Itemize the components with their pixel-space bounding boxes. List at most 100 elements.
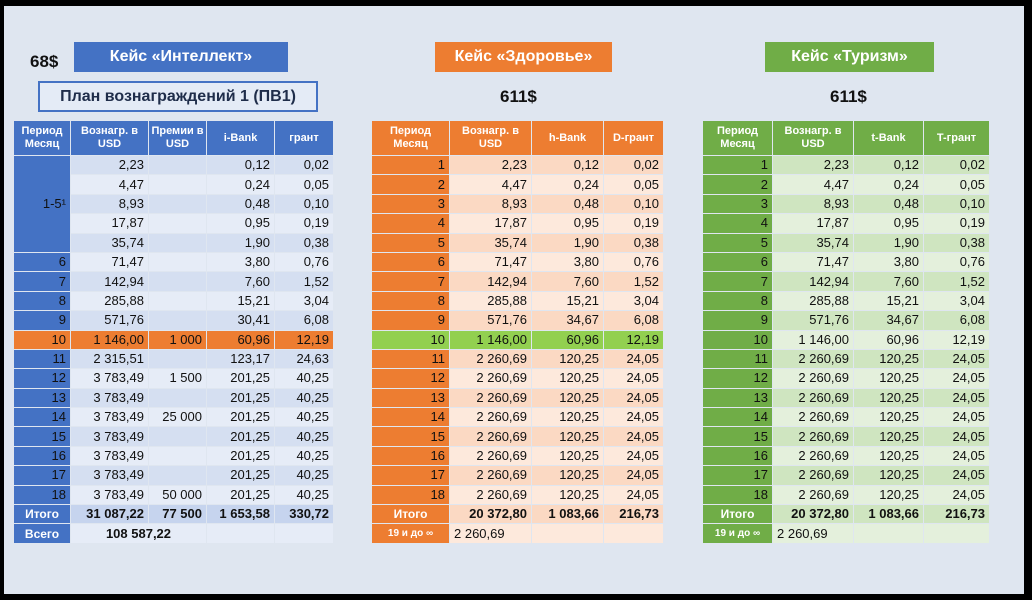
data-row: 5 35,74 1,90 0,38 xyxy=(372,233,663,252)
value-cell: 24,05 xyxy=(604,427,663,446)
value-cell: 0,95 xyxy=(532,214,603,233)
period-cell: 18 xyxy=(703,485,772,505)
empty-cell xyxy=(149,388,206,408)
value-cell: 120,25 xyxy=(854,466,923,485)
value-cell: 40,25 xyxy=(275,466,333,485)
empty-cell xyxy=(149,311,206,330)
value-cell: 24,05 xyxy=(604,485,663,505)
total-cell: 1 653,58 xyxy=(207,505,274,524)
value-cell: 120,25 xyxy=(532,485,603,505)
value-cell: 1,90 xyxy=(532,233,603,252)
period-cell: 4 xyxy=(372,214,449,233)
data-row: 15 2 260,69 120,25 24,05 xyxy=(703,427,989,446)
header-row: Период Месяц Вознагр. в USD Премии в USD i-… xyxy=(14,121,333,155)
empty-cell xyxy=(149,252,206,272)
period-cell: 2 xyxy=(703,175,772,194)
value-cell: 0,48 xyxy=(854,194,923,214)
value-cell: 6,08 xyxy=(275,311,333,330)
value-cell: 120,25 xyxy=(854,349,923,369)
value-cell: 120,25 xyxy=(854,446,923,466)
data-row: 15 2 260,69 120,25 24,05 xyxy=(372,427,663,446)
value-cell: 40,25 xyxy=(275,427,333,446)
value-cell: 285,88 xyxy=(773,291,853,311)
value-cell: 12,19 xyxy=(924,330,989,349)
data-row: 10 1 146,00 60,96 12,19 xyxy=(372,330,663,349)
value-cell: 2 260,69 xyxy=(773,369,853,388)
value-cell: 201,25 xyxy=(207,427,274,446)
value-cell: 120,25 xyxy=(854,408,923,427)
value-cell: 40,25 xyxy=(275,408,333,427)
data-row: 11 2 260,69 120,25 24,05 xyxy=(703,349,989,369)
period-cell: 15 xyxy=(703,427,772,446)
period-cell: 16 xyxy=(703,446,772,466)
value-cell: 0,19 xyxy=(604,214,663,233)
price: 611$ xyxy=(500,87,537,106)
value-cell: 2,23 xyxy=(773,156,853,175)
total-cell: 216,73 xyxy=(604,505,663,524)
header-cell: Вознагр. в USD xyxy=(71,121,148,155)
value-cell: 1 146,00 xyxy=(71,330,148,349)
value-cell: 0,19 xyxy=(924,214,989,233)
data-row: 11 2 315,51 123,17 24,63 xyxy=(14,349,333,369)
data-row: 1 2,23 0,12 0,02 xyxy=(703,156,989,175)
data-row: 5 35,74 1,90 0,38 xyxy=(703,233,989,252)
value-cell: 142,94 xyxy=(71,272,148,291)
value-cell: 34,67 xyxy=(532,311,603,330)
value-cell: 24,05 xyxy=(924,466,989,485)
data-row: 6 71,47 3,80 0,76 xyxy=(372,252,663,272)
data-row: 6 71,47 3,80 0,76 xyxy=(14,252,333,272)
period-cell: 17 xyxy=(703,466,772,485)
data-row: 1 2,23 0,12 0,02 xyxy=(372,156,663,175)
value-cell: 0,02 xyxy=(604,156,663,175)
value-cell: 142,94 xyxy=(450,272,531,291)
data-row: 3 8,93 0,48 0,10 xyxy=(372,194,663,214)
value-cell: 24,05 xyxy=(604,369,663,388)
period-cell: 3 xyxy=(372,194,449,214)
header-cell: Вознагр. в USD xyxy=(450,121,531,155)
total-row: Итого 20 372,80 1 083,66 216,73 xyxy=(372,505,663,524)
data-row: 16 2 260,69 120,25 24,05 xyxy=(703,446,989,466)
value-cell: 285,88 xyxy=(71,291,148,311)
total-row: Итого 20 372,80 1 083,66 216,73 xyxy=(703,505,989,524)
grand-cell: 2 260,69 xyxy=(450,524,531,543)
value-cell: 201,25 xyxy=(207,485,274,505)
value-cell: 120,25 xyxy=(532,388,603,408)
empty-cell xyxy=(149,446,206,466)
empty-cell xyxy=(924,524,989,543)
value-cell: 0,05 xyxy=(275,175,333,194)
period-cell: 15 xyxy=(372,427,449,446)
data-row: 9 571,76 34,67 6,08 xyxy=(372,311,663,330)
grand-label: 19 и до ∞ xyxy=(372,524,449,543)
value-cell: 12,19 xyxy=(275,330,333,349)
data-row: 14 2 260,69 120,25 24,05 xyxy=(372,408,663,427)
empty-cell xyxy=(149,291,206,311)
data-row: 17 2 260,69 120,25 24,05 xyxy=(703,466,989,485)
value-cell: 17,87 xyxy=(450,214,531,233)
price: 68$ xyxy=(30,52,59,71)
period-cell: 2 xyxy=(372,175,449,194)
value-cell: 7,60 xyxy=(854,272,923,291)
value-cell: 24,63 xyxy=(275,349,333,369)
data-row: 17 3 783,49 201,25 40,25 xyxy=(14,466,333,485)
value-cell: 1,52 xyxy=(924,272,989,291)
data-row: 13 2 260,69 120,25 24,05 xyxy=(372,388,663,408)
value-cell: 40,25 xyxy=(275,388,333,408)
value-cell: 0,10 xyxy=(275,194,333,214)
data-row: 6 71,47 3,80 0,76 xyxy=(703,252,989,272)
data-row: 13 2 260,69 120,25 24,05 xyxy=(703,388,989,408)
value-cell: 142,94 xyxy=(773,272,853,291)
header-row: Период Месяц Вознагр. в USD t-Bank T-грант xyxy=(703,121,989,155)
period-cell: 7 xyxy=(372,272,449,291)
data-row: 10 1 146,00 1 000 60,96 12,19 xyxy=(14,330,333,349)
period-cell: 11 xyxy=(372,349,449,369)
grand-label: 19 и до ∞ xyxy=(703,524,772,543)
data-row: 7 142,94 7,60 1,52 xyxy=(372,272,663,291)
value-cell: 120,25 xyxy=(532,408,603,427)
value-cell: 0,12 xyxy=(532,156,603,175)
value-cell: 24,05 xyxy=(924,349,989,369)
empty-cell xyxy=(207,524,274,543)
period-cell: 10 xyxy=(703,330,772,349)
reward-table: Период Месяц Вознагр. в USD Премии в USD i-… xyxy=(13,120,334,544)
value-cell: 1 000 xyxy=(149,330,206,349)
period-cell: 1-5¹ xyxy=(14,156,70,252)
